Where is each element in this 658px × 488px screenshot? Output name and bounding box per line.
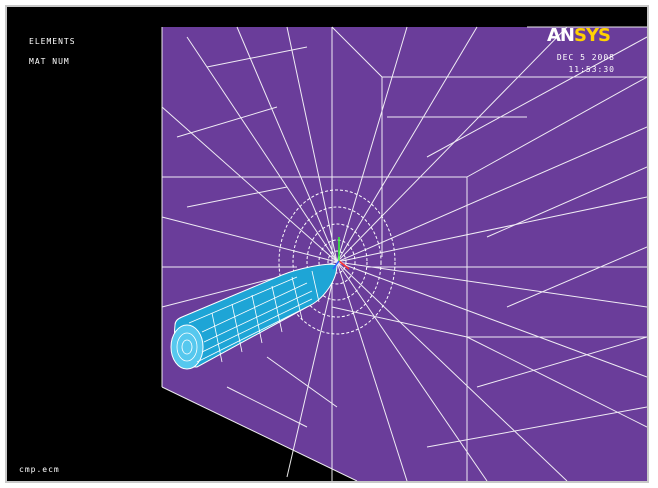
graphics-window: ELEMENTS MAT NUM ANSYS DEC 5 2008 11:53:… bbox=[5, 5, 649, 483]
plot-date: DEC 5 2008 bbox=[556, 53, 615, 62]
probe-body bbox=[170, 263, 338, 370]
material-volume bbox=[162, 27, 647, 481]
coordinate-triad bbox=[332, 237, 350, 270]
plot-footer-label: cmp.ecm bbox=[19, 465, 60, 474]
ansys-logo: ANSYS bbox=[547, 25, 611, 46]
mesh-lines bbox=[161, 26, 647, 481]
plot-label-elements: ELEMENTS bbox=[29, 37, 76, 46]
plot-time: 11:53:30 bbox=[568, 65, 615, 74]
model-viewport[interactable] bbox=[7, 7, 647, 481]
plot-label-material: MAT NUM bbox=[29, 57, 70, 66]
crack-tip-rings bbox=[278, 189, 396, 335]
